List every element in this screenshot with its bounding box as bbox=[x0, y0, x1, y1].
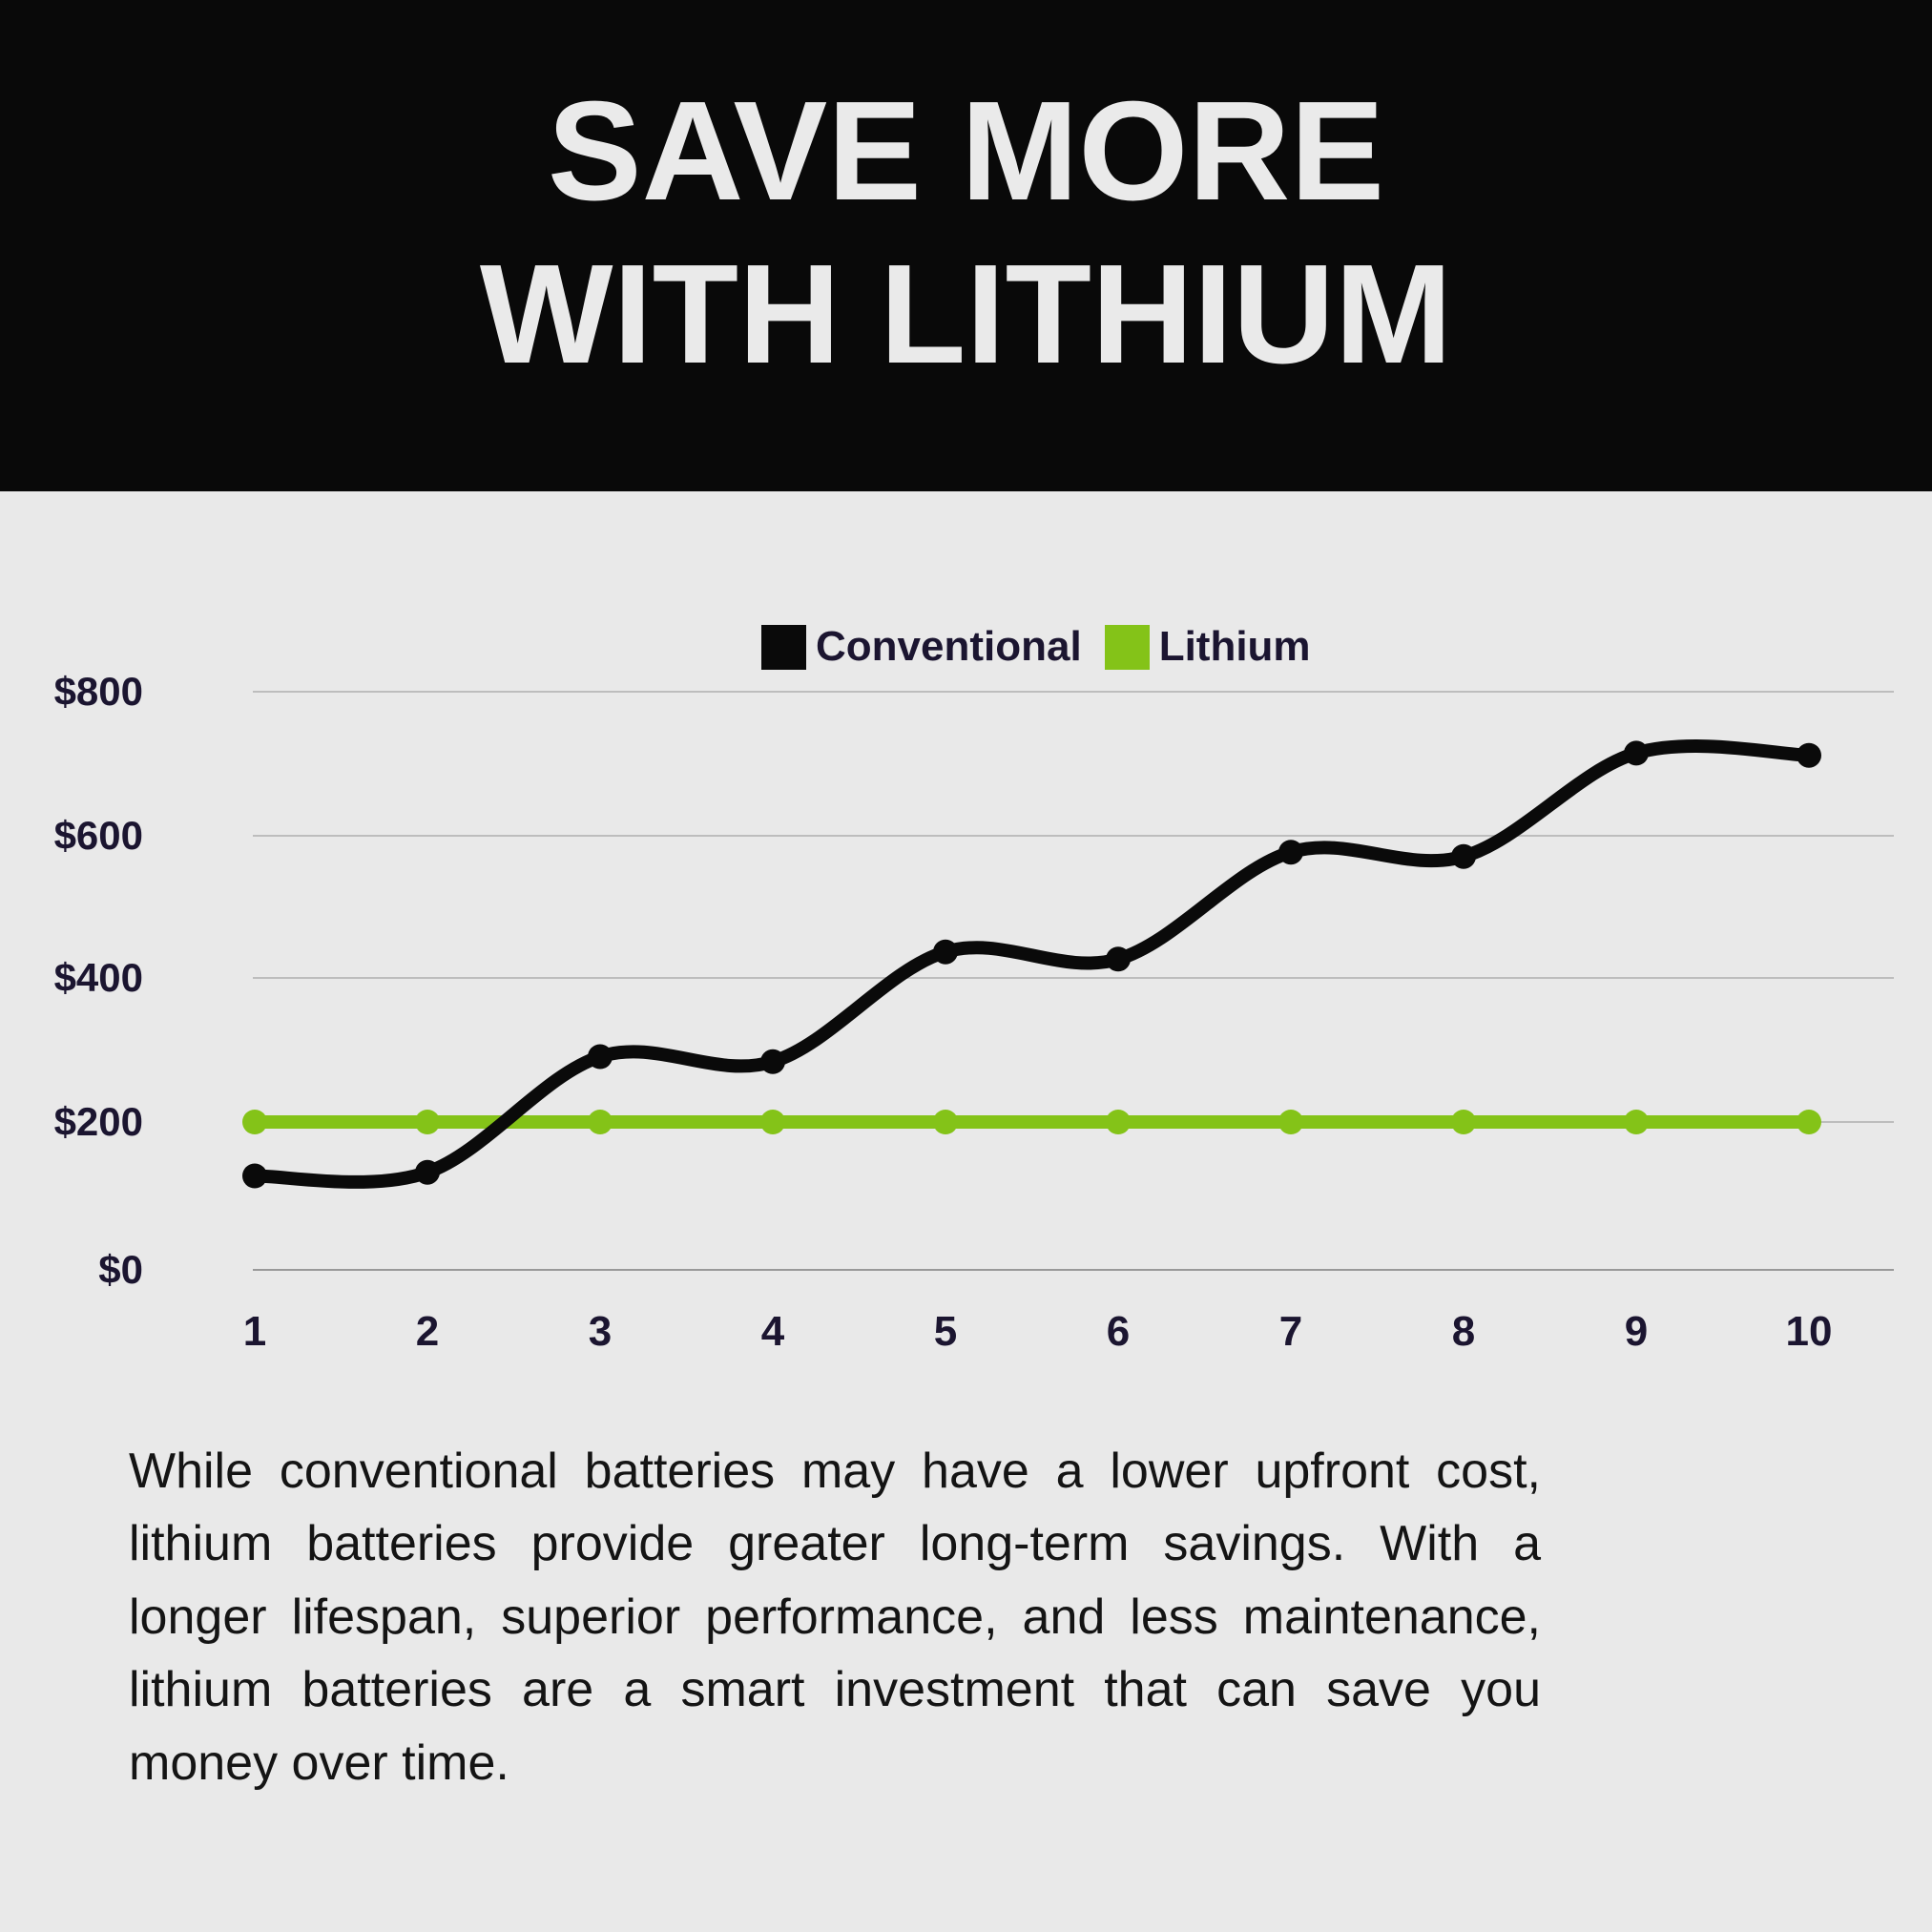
svg-text:2: 2 bbox=[416, 1308, 439, 1350]
svg-text:1: 1 bbox=[243, 1308, 266, 1350]
svg-text:4: 4 bbox=[761, 1308, 785, 1350]
svg-text:10: 10 bbox=[1786, 1308, 1833, 1350]
svg-text:9: 9 bbox=[1625, 1308, 1648, 1350]
svg-text:7: 7 bbox=[1279, 1308, 1302, 1350]
svg-text:8: 8 bbox=[1452, 1308, 1475, 1350]
svg-text:5: 5 bbox=[934, 1308, 957, 1350]
svg-text:6: 6 bbox=[1107, 1308, 1130, 1350]
svg-text:$200: $200 bbox=[54, 1099, 143, 1144]
svg-text:3: 3 bbox=[589, 1308, 612, 1350]
svg-text:$800: $800 bbox=[54, 669, 143, 714]
svg-text:$0: $0 bbox=[98, 1247, 143, 1292]
svg-text:$400: $400 bbox=[54, 955, 143, 1000]
svg-text:$600: $600 bbox=[54, 813, 143, 858]
